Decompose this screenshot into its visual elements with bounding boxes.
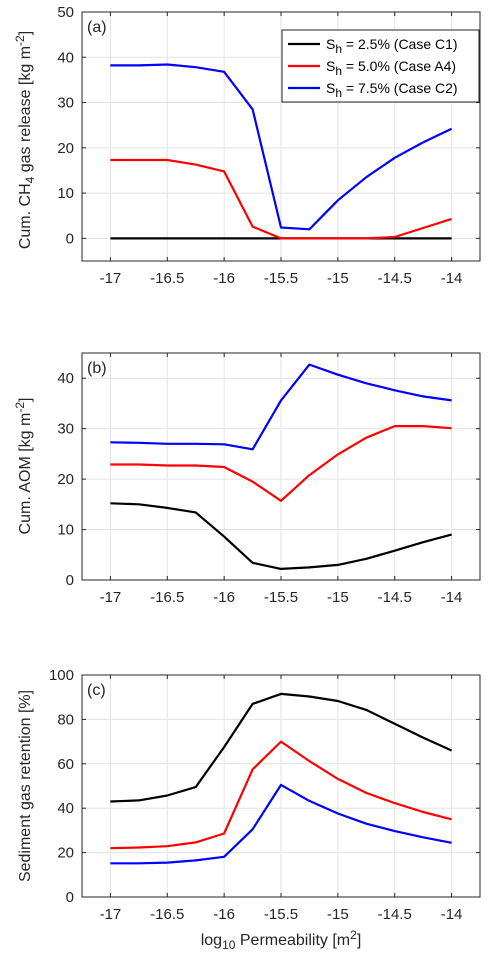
x-tick-label: -16 <box>213 906 235 923</box>
label-part-post: ] <box>357 932 361 949</box>
x-tick-label: -17 <box>100 270 122 287</box>
label-part-post: ] <box>17 398 34 402</box>
series-line-2 <box>110 740 452 850</box>
x-tick-label: -16.5 <box>150 906 184 923</box>
y-axis-label: Cum. CH4 gas release [kg m-2] <box>13 31 37 249</box>
y-tick-label: 20 <box>57 140 74 157</box>
x-tick-label: -15.5 <box>264 270 298 287</box>
label-part-sub: 10 <box>222 938 236 952</box>
y-tick-label: 0 <box>66 572 74 589</box>
x-tick-label: -15 <box>327 589 349 606</box>
label-part-sub: h <box>335 64 342 78</box>
y-tick-label: 40 <box>57 370 74 387</box>
panel-label: (b) <box>87 360 107 377</box>
label-part-mid: Permeability [m <box>235 932 350 949</box>
legend-entry-2: Sh = 5.0% (Case A4) <box>326 58 456 78</box>
label-part-pre: S <box>326 58 335 74</box>
label-part-post: = 5.0% (Case A4) <box>342 58 456 74</box>
series-line-2 <box>110 158 452 240</box>
y-tick-label: 50 <box>57 4 74 21</box>
x-tick-label: -16.5 <box>150 270 184 287</box>
y-tick-label: 10 <box>57 522 74 539</box>
x-tick-label: -17 <box>100 906 122 923</box>
y-tick-label: 20 <box>57 845 74 862</box>
x-tick-label: -17 <box>100 589 122 606</box>
y-tick-label: 40 <box>57 800 74 817</box>
x-tick-label: -14.5 <box>378 589 412 606</box>
x-tick-label: -16 <box>213 270 235 287</box>
label-part-pre: log <box>201 932 222 949</box>
label-part-sup: 2 <box>350 928 357 942</box>
series-line-3 <box>110 63 453 231</box>
y-tick-label: 30 <box>57 95 74 112</box>
y-tick-label: 0 <box>66 889 74 906</box>
x-tick-label: -14 <box>441 270 463 287</box>
x-tick-label: -14 <box>441 589 463 606</box>
y-tick-label: 20 <box>57 471 74 488</box>
x-tick-label: -15 <box>327 270 349 287</box>
label-part-mid: gas release [kg m <box>17 46 34 177</box>
label-part-sub: 4 <box>23 176 37 183</box>
x-axis-label: log10 Permeability [m2] <box>201 928 362 952</box>
y-tick-label: 30 <box>57 421 74 438</box>
y-tick-label: 0 <box>66 230 74 247</box>
chart-panel-3: -17 -16.5 -16 -15.5 -15 -14.5 -14 0 20 40 60 80 100 (… <box>17 667 481 952</box>
label-part-sup: -2 <box>13 402 27 413</box>
legend-entry-3: Sh = 7.5% (Case C2) <box>326 80 458 100</box>
y-axis-label: Cum. AOM [kg m-2] <box>13 398 34 535</box>
x-tick-label: -15.5 <box>264 589 298 606</box>
series-line-2 <box>110 425 452 502</box>
legend-entry-1: Sh = 2.5% (Case C1) <box>326 36 458 56</box>
legend: Sh = 2.5% (Case C1)Sh = 5.0% (Case A4)Sh… <box>281 29 480 103</box>
y-tick-label: 10 <box>57 185 74 202</box>
series-line-3 <box>110 363 452 451</box>
label-part-pre: S <box>326 36 335 52</box>
x-tick-label: -16 <box>213 589 235 606</box>
y-tick-label: 60 <box>57 756 74 773</box>
series-line-1 <box>110 692 453 803</box>
x-tick-label: -15 <box>327 906 349 923</box>
label-part-pre: Cum. CH <box>17 183 34 249</box>
label-part-post: ] <box>17 31 34 35</box>
x-tick-label: -14.5 <box>378 270 412 287</box>
label-part-pre: S <box>326 80 335 96</box>
chart-panel-1: -17 -16.5 -16 -15.5 -15 -14.5 -14 0 10 20 30 40 50 (a… <box>13 4 481 287</box>
x-tick-label: -14.5 <box>378 906 412 923</box>
x-tick-label: -16.5 <box>150 589 184 606</box>
x-tick-label: -15.5 <box>264 906 298 923</box>
series-line-3 <box>110 783 452 865</box>
y-tick-label: 80 <box>57 711 74 728</box>
label-part-sub: h <box>335 86 342 100</box>
label-part-pre: Cum. AOM [kg m <box>17 413 34 535</box>
series-line-1 <box>110 502 452 571</box>
label-part-post: = 2.5% (Case C1) <box>342 36 458 52</box>
chart-panel-2: -17 -16.5 -16 -15.5 -15 -14.5 -14 0 10 20 30 40 (b) C… <box>13 352 481 606</box>
label-part-sup: -2 <box>13 35 27 46</box>
panel-label: (c) <box>87 682 106 699</box>
y-axis-label: Sediment gas retention [%] <box>17 690 34 882</box>
y-tick-label: 100 <box>49 667 74 684</box>
y-tick-label: 40 <box>57 49 74 66</box>
label-part-sub: h <box>335 42 342 56</box>
panel-label: (a) <box>87 19 107 36</box>
x-tick-label: -14 <box>441 906 463 923</box>
label-part-post: = 7.5% (Case C2) <box>342 80 458 96</box>
